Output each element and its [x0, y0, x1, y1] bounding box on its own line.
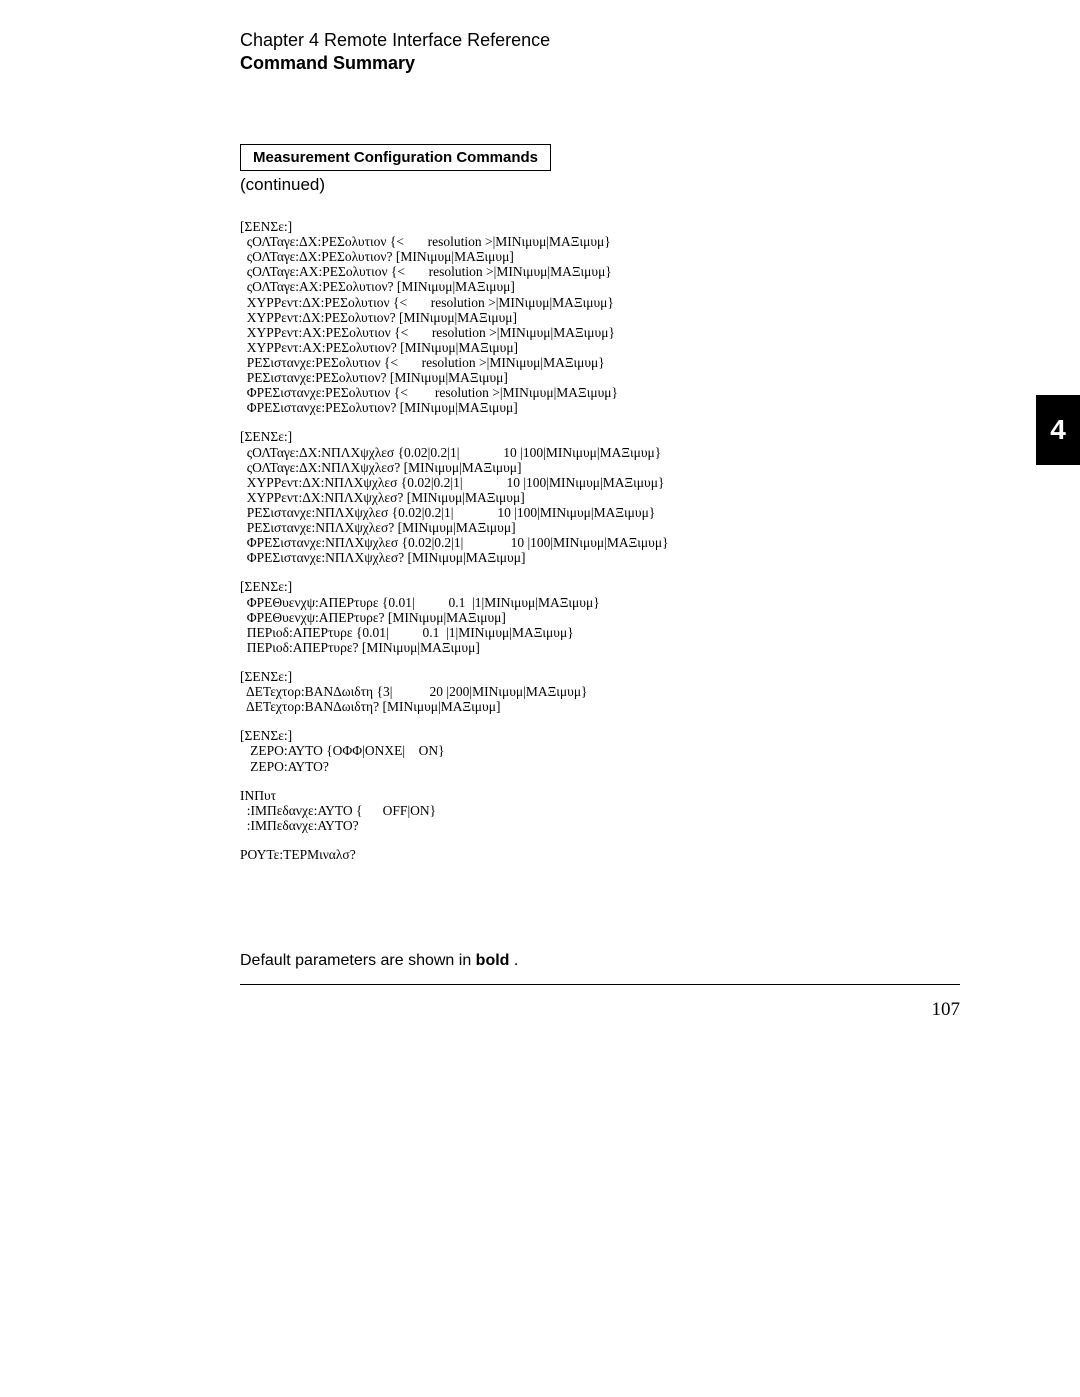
command-block-4: [ΣΕΝΣε:] ΔΕΤεχτορ:ΒΑΝΔωιδτη {3| 20 |200|…: [240, 669, 960, 714]
command-block-3: [ΣΕΝΣε:] ΦΡΕΘυενχψ:ΑΠΕΡτυρε {0.01| 0.1 |…: [240, 579, 960, 655]
command-block-6: ΙΝΠυτ :ΙΜΠεδανχε:ΑΥΤΟ { OFF|ΟΝ} :ΙΜΠεδαν…: [240, 788, 960, 833]
footer-note-prefix: Default parameters are shown in: [240, 952, 476, 969]
chapter-side-tab: 4: [1036, 395, 1080, 465]
chapter-title: Chapter 4 Remote Interface Reference: [240, 30, 960, 51]
section-title: Command Summary: [240, 53, 960, 74]
measurement-config-box: Measurement Configuration Commands: [240, 144, 551, 171]
command-block-7: ΡΟΥΤε:ΤΕΡΜιναλσ?: [240, 847, 960, 862]
page-number: 107: [240, 999, 960, 1021]
command-block-2: [ΣΕΝΣε:] ςΟΛΤαγε:ΔΧ:ΝΠΛΧψχλεσ {0.02|0.2|…: [240, 429, 960, 565]
footer-note-bold: bold: [476, 952, 510, 969]
footer-rule: [240, 984, 960, 985]
command-block-5: [ΣΕΝΣε:] ΖΕΡΟ:ΑΥΤΟ {ΟΦΦ|ΟΝΧΕ| ON} ΖΕΡΟ:Α…: [240, 728, 960, 773]
continued-label: (continued): [240, 175, 960, 195]
command-block-1: [ΣΕΝΣε:] ςΟΛΤαγε:ΔΧ:ΡΕΣολυτιον {< resolu…: [240, 219, 960, 415]
footer-note-suffix: .: [509, 952, 518, 969]
footer-note: Default parameters are shown in bold .: [240, 952, 960, 970]
